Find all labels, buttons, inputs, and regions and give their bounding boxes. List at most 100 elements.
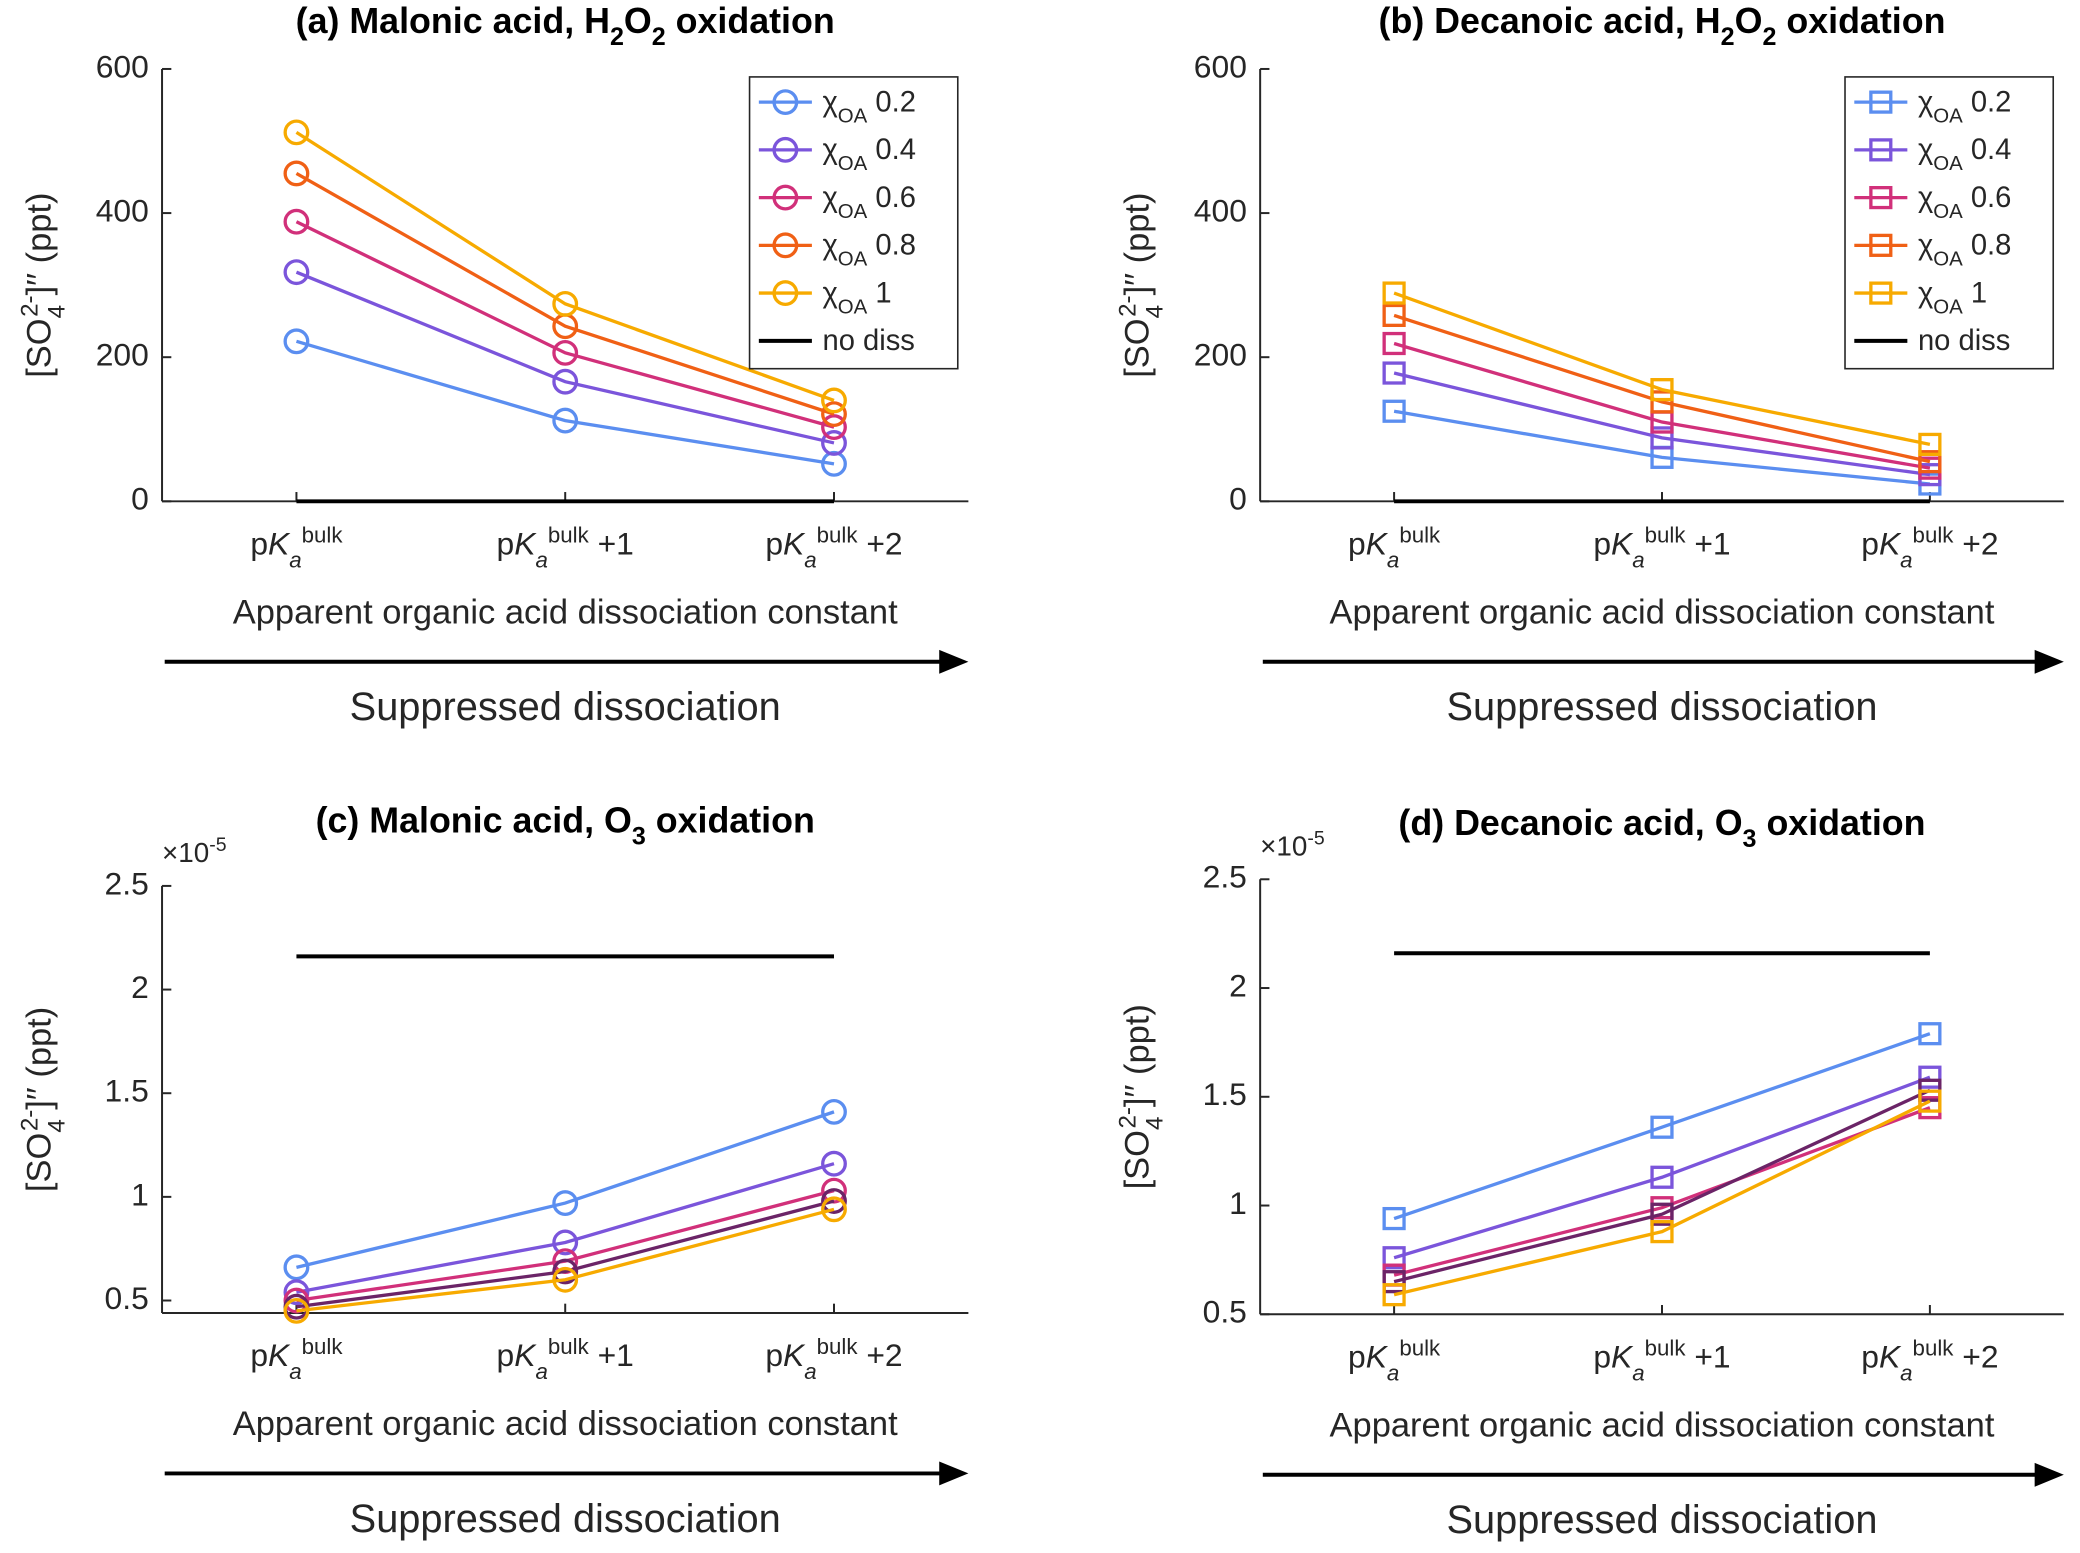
legend-marker (1869, 90, 1893, 114)
marker (1650, 378, 1674, 402)
marker (1382, 1246, 1406, 1270)
chart-title: (c) Malonic acid, O3 oxidation (316, 801, 815, 850)
annotation: Suppressed dissociation (1446, 1498, 1877, 1542)
series-line (1393, 1099, 1931, 1297)
legend-label: χOA 0.2 (1918, 86, 2011, 127)
series-line (295, 130, 835, 402)
marker (821, 1098, 847, 1125)
x-tick-label: pKabulk (250, 522, 343, 572)
marker (552, 407, 579, 434)
y-tick-label: 1.5 (1203, 1076, 1247, 1112)
marker (1918, 432, 1942, 456)
y-tick-label: 2.5 (1203, 859, 1247, 895)
x-axis-label: Apparent organic acid dissociation const… (1330, 1406, 1995, 1444)
y-tick-label: 200 (1194, 337, 1247, 373)
marker (552, 368, 579, 395)
marker (821, 387, 847, 414)
marker (552, 1229, 579, 1256)
marker (552, 1258, 579, 1285)
y-tick-label: 2.5 (105, 865, 149, 901)
marker (283, 1279, 310, 1306)
marker (552, 339, 579, 366)
marker (1650, 426, 1674, 450)
x-tick-label: pKabulk +2 (765, 522, 902, 572)
marker (1918, 450, 1942, 474)
marker (552, 290, 579, 317)
marker (1382, 303, 1406, 328)
legend-box (1844, 76, 2055, 370)
legend-label: χOA 0.8 (1918, 230, 2011, 271)
legend-label: χOA 1 (823, 277, 892, 318)
series-line (296, 1207, 835, 1313)
marker (1650, 1202, 1674, 1226)
legend-label: no diss (823, 325, 915, 357)
marker (283, 208, 310, 235)
legend-marker (1869, 138, 1893, 162)
legend-label: χOA 1 (1918, 277, 1987, 318)
y-tick-label: 400 (96, 192, 149, 228)
marker (821, 414, 847, 441)
series-line (1393, 291, 1931, 447)
legend-marker (772, 184, 799, 211)
chart-title: (d) Decanoic acid, O3 oxidation (1398, 804, 1925, 853)
legend-marker (1869, 233, 1893, 257)
legend-marker (772, 136, 799, 163)
series-line (296, 1199, 835, 1309)
marker (552, 1266, 579, 1293)
y-tick-label: 0 (131, 481, 149, 517)
legend-marker (772, 280, 799, 307)
chart-title: (a) Malonic acid, H2O2 oxidation (296, 1, 835, 50)
legend-label: χOA 0.2 (823, 86, 916, 127)
x-tick-label: pKabulk (250, 1334, 343, 1384)
marker (1918, 1089, 1942, 1113)
marker (283, 259, 310, 286)
marker (1382, 1206, 1406, 1231)
marker (1650, 1165, 1674, 1189)
arrow-head (939, 1461, 969, 1486)
y-tick-label: 1 (1229, 1185, 1247, 1221)
marker (821, 430, 847, 456)
y-axis-label: [SO42-]′′ (ppt) (16, 192, 70, 377)
x-tick-label: pKabulk +1 (497, 522, 634, 572)
y-tick-label: 400 (1194, 192, 1247, 228)
y-multiplier: ×10-5 (1260, 827, 1325, 861)
arrow-head (2034, 1462, 2064, 1487)
marker (821, 401, 847, 428)
marker (1650, 390, 1674, 414)
y-multiplier: ×10-5 (162, 834, 227, 868)
series-line (296, 1110, 835, 1269)
legend-label: χOA 0.4 (823, 134, 916, 175)
x-axis-label: Apparent organic acid dissociation const… (233, 593, 898, 631)
x-tick-label: pKabulk +2 (1861, 1335, 1998, 1385)
marker (1382, 281, 1406, 305)
series-line (295, 270, 835, 445)
series-line (1393, 1106, 1931, 1277)
series-line (1393, 1075, 1931, 1260)
marker (1382, 1283, 1406, 1307)
marker (1918, 1065, 1942, 1089)
legend-box (748, 76, 959, 370)
legend-label: χOA 0.6 (1918, 182, 2011, 223)
legend-marker (772, 89, 799, 116)
y-axis-label: [SO42-]′′ (ppt) (1114, 192, 1168, 377)
marker (821, 1150, 847, 1177)
legend-label: χOA 0.8 (823, 230, 916, 271)
legend-marker (1869, 281, 1893, 305)
x-tick-label: pKabulk +1 (1593, 1335, 1730, 1385)
legend-marker (772, 232, 799, 259)
series-line (296, 1162, 835, 1294)
marker (821, 1196, 847, 1223)
x-tick-label: pKabulk +2 (765, 1334, 902, 1384)
y-tick-label: 2 (1229, 967, 1247, 1003)
marker (1382, 399, 1406, 423)
y-tick-label: 0.5 (1203, 1294, 1247, 1330)
series-line (295, 339, 835, 466)
y-axis-label: [SO42-]′′ (ppt) (1114, 1004, 1168, 1189)
marker (1382, 331, 1406, 356)
series-line (1393, 371, 1931, 477)
arrow-head (2034, 649, 2064, 674)
y-tick-label: 200 (96, 337, 149, 373)
marker (283, 1254, 310, 1281)
arrow-head (939, 649, 969, 674)
series-line (1393, 341, 1931, 470)
